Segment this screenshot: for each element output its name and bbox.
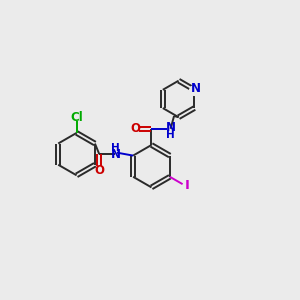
Text: N: N <box>166 122 176 134</box>
Text: N: N <box>110 148 120 160</box>
Text: Cl: Cl <box>70 110 83 124</box>
Text: H: H <box>111 143 120 153</box>
Text: O: O <box>130 122 141 135</box>
Text: H: H <box>166 130 175 140</box>
Text: N: N <box>191 82 201 95</box>
Text: O: O <box>94 164 104 176</box>
Text: I: I <box>184 179 189 192</box>
